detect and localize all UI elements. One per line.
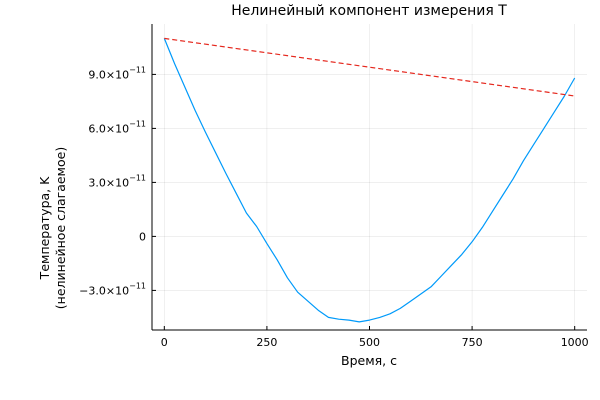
x-tick-label-2: 500: [359, 336, 380, 349]
series-layer: [163, 37, 576, 323]
y-axis-label-line-1: Температура, K: [37, 176, 52, 280]
y-axis-label-line-2: (нелинейное слагаемое): [53, 147, 68, 309]
x-tick-label-1: 250: [256, 336, 277, 349]
x-tick-label-0: 0: [161, 336, 168, 349]
y-axis-label-group: Температура, K (нелинейное слагаемое): [37, 147, 68, 309]
x-tick-label-3: 750: [462, 336, 483, 349]
y-tick-label-0: −3.0×10−11: [79, 281, 146, 297]
chart-title: Нелинейный компонент измерения T: [231, 3, 507, 19]
y-tick-label-1: 0: [139, 230, 146, 243]
x-tick-label-4: 1000: [561, 336, 589, 349]
series-line-0: [163, 38, 576, 323]
y-tick-label-2: 3.0×10−11: [88, 173, 146, 189]
y-tick-label-4: 9.0×10−11: [88, 65, 146, 81]
ticks-layer: 0 250 500 750 1000 −3.0×10−11 0 3.0×10−11 6.0×10…: [79, 65, 589, 349]
x-axis-label: Время, с: [341, 353, 397, 368]
grid-layer: [152, 24, 587, 330]
series-line-1: [164, 37, 575, 97]
y-tick-label-3: 6.0×10−11: [88, 119, 146, 135]
